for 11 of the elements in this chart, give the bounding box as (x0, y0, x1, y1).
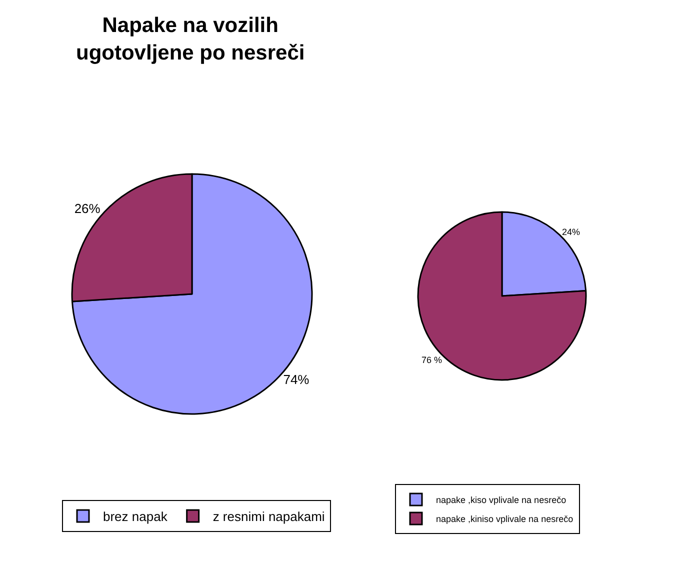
pie-slice (417, 211, 587, 381)
data-label: 76 % (421, 354, 442, 365)
legend-label: napake ,kiniso vplivale na nesrečo (436, 514, 574, 524)
legend-label: napake ,kiso vplivale na nesrečo (436, 495, 566, 506)
chart-title: Napake na vozilih ugotovljene po nesreči (76, 14, 305, 64)
data-label: 74% (283, 372, 310, 388)
pie-slice (71, 173, 313, 415)
legend-label: brez napak (103, 509, 168, 524)
data-label: 26% (74, 200, 101, 216)
data-label: 24% (562, 227, 580, 238)
legend-label: z resnimi napakami (212, 509, 325, 524)
